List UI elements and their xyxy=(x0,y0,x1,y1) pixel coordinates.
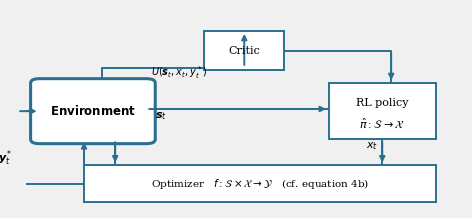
Text: RL policy: RL policy xyxy=(356,97,409,107)
FancyBboxPatch shape xyxy=(84,165,436,202)
Text: $\boldsymbol{s}_t$: $\boldsymbol{s}_t$ xyxy=(155,110,167,122)
Text: Optimizer   $f : \mathcal{S} \times \mathcal{X} \rightarrow \mathcal{Y}$   (cf. : Optimizer $f : \mathcal{S} \times \mathc… xyxy=(151,177,369,191)
FancyBboxPatch shape xyxy=(204,31,284,70)
Text: $x_t$: $x_t$ xyxy=(366,140,378,152)
FancyBboxPatch shape xyxy=(31,79,155,144)
FancyBboxPatch shape xyxy=(329,83,436,139)
Text: $\hat{\pi} : \mathcal{S} \rightarrow \mathcal{X}$: $\hat{\pi} : \mathcal{S} \rightarrow \ma… xyxy=(359,116,405,130)
Text: $U(\boldsymbol{s}_t, x_t, y_t^*)$: $U(\boldsymbol{s}_t, x_t, y_t^*)$ xyxy=(151,64,207,81)
Text: Critic: Critic xyxy=(228,46,260,56)
Text: $\mathbf{Environment}$: $\mathbf{Environment}$ xyxy=(50,104,136,118)
Text: $\boldsymbol{y}_t^*$: $\boldsymbol{y}_t^*$ xyxy=(0,148,13,168)
